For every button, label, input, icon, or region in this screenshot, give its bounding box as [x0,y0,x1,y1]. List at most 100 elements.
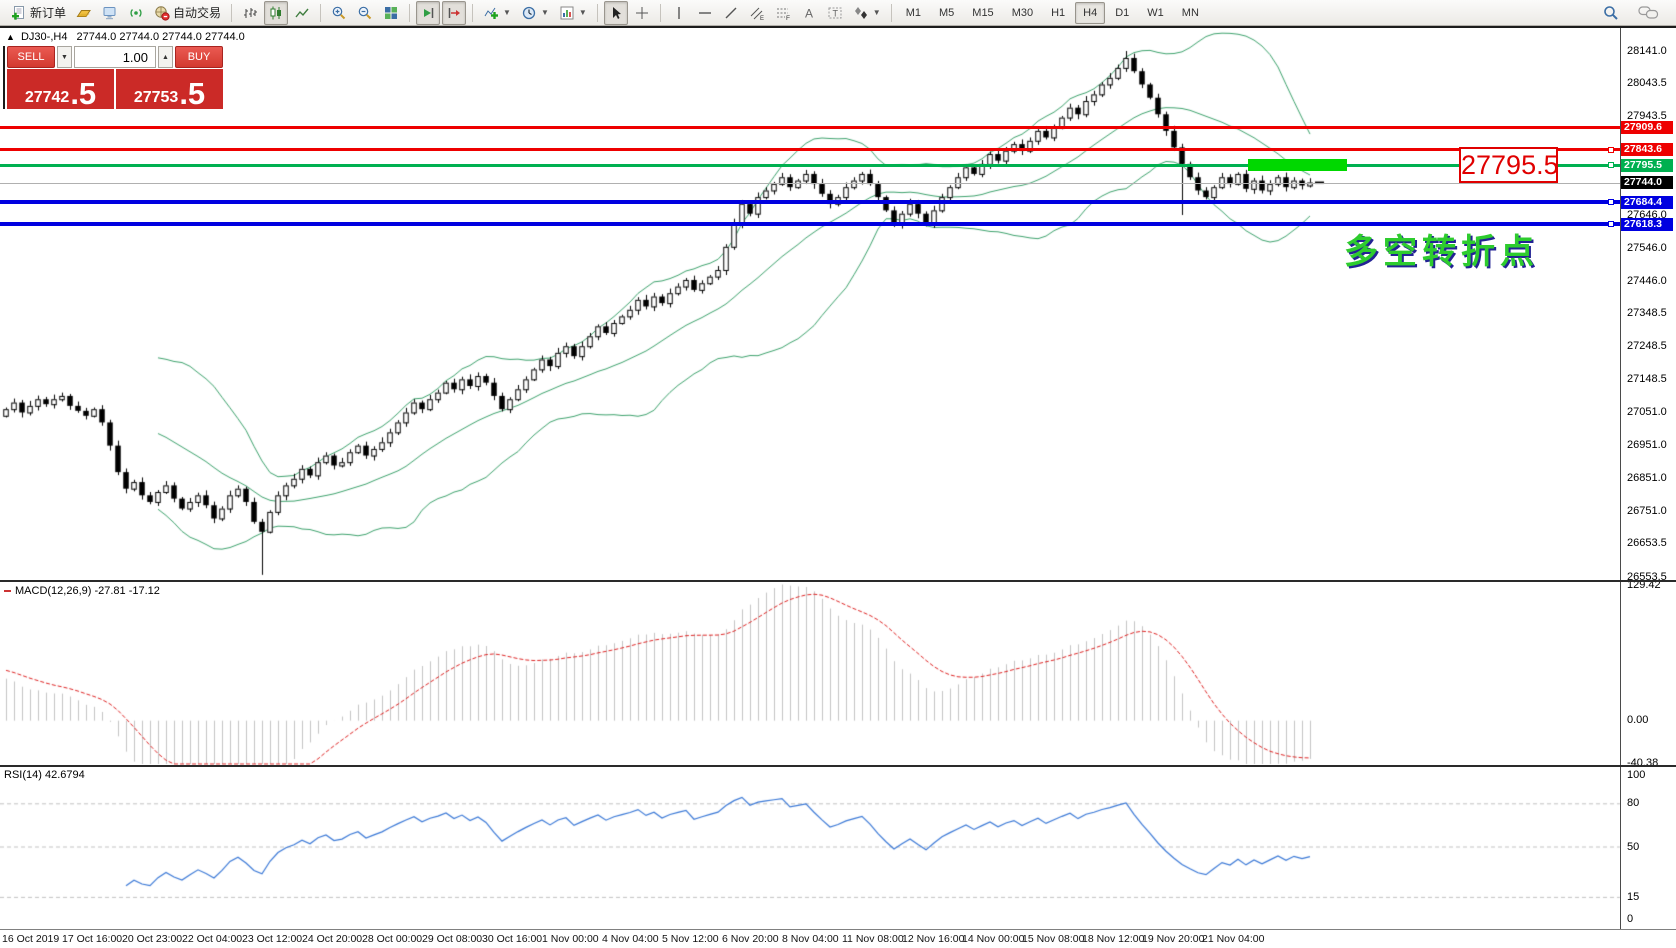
svg-text:E: E [760,16,764,21]
timeframe-m5-button[interactable]: M5 [939,6,955,19]
crosshair-icon [634,5,650,21]
toolbar-separator [659,3,661,22]
line-handle[interactable] [1608,146,1614,153]
text-label-button[interactable]: T [823,1,847,25]
bar-chart-icon [242,5,258,21]
sell-price-panel[interactable]: 27742 .5 [7,69,114,109]
price-axis-tick: 27943.5 [1627,109,1667,122]
macd-line-swatch [4,590,11,592]
candlestick-chart-button[interactable] [264,0,289,25]
chat-button[interactable] [1634,1,1663,25]
collapse-triangle-icon[interactable]: ▲ [6,32,15,42]
highlight-bar[interactable] [1248,158,1347,171]
templates-button[interactable]: ▼ [555,1,591,25]
timeframe-h4-button[interactable]: H4 [1075,1,1106,24]
macd-label: MACD(12,26,9) -27.81 -17.12 [4,585,160,597]
line-handle[interactable] [1608,162,1614,169]
macd-rsi-divider[interactable] [0,765,1676,767]
price-axis-tick: 27646.0 [1627,208,1667,221]
crosshair-button[interactable] [630,1,654,25]
data-window-button[interactable] [98,1,122,25]
timeframe-m15-button[interactable]: M15 [972,6,994,19]
rsi-axis-tick: 15 [1627,890,1640,903]
horizontal-line-object[interactable] [0,126,1620,130]
timeframe-d1-button[interactable]: D1 [1115,6,1130,19]
volume-input[interactable]: 1.00 [74,46,156,68]
vertical-line-button[interactable] [667,1,691,25]
signal-button[interactable] [124,1,148,25]
market-watch-button[interactable] [72,1,96,25]
buy-button[interactable]: BUY [175,46,223,68]
horizontal-line-object[interactable] [0,200,1620,205]
zoom-out-button[interactable] [353,1,377,25]
periods-button[interactable]: ▼ [517,1,553,25]
one-click-trading-panel: SELL ▼ 1.00 ▲ BUY 27742 .5 27753 .5 [3,46,223,109]
chart-title: ▲ DJ30-,H4 27744.0 27744.0 27744.0 27744… [6,31,245,43]
toolbar-separator [409,3,411,22]
line-handle[interactable] [1608,199,1614,206]
time-axis-label: 18 Nov 12:00 [1082,933,1145,945]
fibonacci-button[interactable]: F [771,1,795,25]
timeframe-h1-button[interactable]: H1 [1051,6,1066,19]
time-axis-label: 4 Nov 04:00 [602,933,659,945]
line-chart-button[interactable] [290,1,314,25]
turning-point-annotation[interactable]: 多空转折点 [1344,233,1539,271]
toolbar-separator [472,3,474,22]
chart-shift-icon [446,5,462,21]
svg-text:F: F [786,15,790,21]
zoom-in-button[interactable] [327,1,351,25]
price-axis-tick: 26653.5 [1627,537,1667,550]
new-chart-button[interactable]: ▼ [479,1,515,25]
price-axis-tick: 27446.0 [1627,274,1667,287]
horizontal-line-object[interactable] [0,163,1620,167]
svg-text:T: T [832,8,838,18]
chat-icon [1638,4,1659,22]
text-a-icon: A [801,5,817,21]
bar-chart-button[interactable] [238,1,262,25]
text-button[interactable]: A [797,1,821,25]
volume-up-button[interactable]: ▲ [158,46,173,68]
time-axis-label: 21 Nov 04:00 [1202,933,1265,945]
price-axis-tick: 27546.0 [1627,241,1667,254]
tile-windows-button[interactable] [379,1,403,25]
price-axis-tick: 26851.0 [1627,471,1667,484]
cursor-button[interactable] [603,0,628,25]
trendline-button[interactable] [719,1,743,25]
vertical-line-icon [671,5,687,21]
autotrading-button[interactable]: 自动交易 [150,1,225,25]
chevron-down-icon: ▼ [578,8,587,17]
line-handle[interactable] [1608,221,1614,228]
equidistant-channel-button[interactable]: E [745,1,769,25]
timeframe-w1-button[interactable]: W1 [1147,6,1164,19]
volume-down-button[interactable]: ▼ [57,46,72,68]
zoom-in-icon [331,5,347,21]
sell-button[interactable]: SELL [7,46,55,68]
auto-scroll-button[interactable] [416,0,441,25]
time-axis-label: 17 Oct 16:00 [62,933,123,945]
trendline-icon [723,5,739,21]
macd-axis-tick: 0.00 [1627,714,1649,727]
horizontal-line-button[interactable] [693,1,717,25]
channel-icon: E [749,5,765,21]
timeframe-m30-button[interactable]: M30 [1011,6,1034,19]
gold-bar-icon [76,5,92,21]
toolbar-separator [231,3,233,22]
arrows-button[interactable]: ▼ [849,1,885,25]
time-axis-label: 22 Oct 04:00 [182,933,243,945]
timeframe-mn-button[interactable]: MN [1181,6,1199,19]
time-axis-label: 24 Oct 20:00 [302,933,363,945]
search-button[interactable] [1598,1,1624,25]
time-axis-label: 12 Nov 16:00 [902,933,965,945]
price-callout-label[interactable]: 27795.5 [1459,147,1559,184]
time-axis-label: 29 Oct 08:00 [422,933,483,945]
new-order-button[interactable]: 新订单 [7,1,70,25]
main-macd-divider[interactable] [0,580,1676,582]
sell-price-main: 27742 [24,89,70,106]
horizontal-line-object[interactable] [0,222,1620,227]
price-line-tag: 27795.5 [1621,158,1673,172]
buy-price-panel[interactable]: 27753 .5 [116,69,223,109]
timeframe-m1-button[interactable]: M1 [905,6,921,19]
horizontal-line-object[interactable] [0,148,1620,152]
chart-shift-button[interactable] [442,0,467,25]
